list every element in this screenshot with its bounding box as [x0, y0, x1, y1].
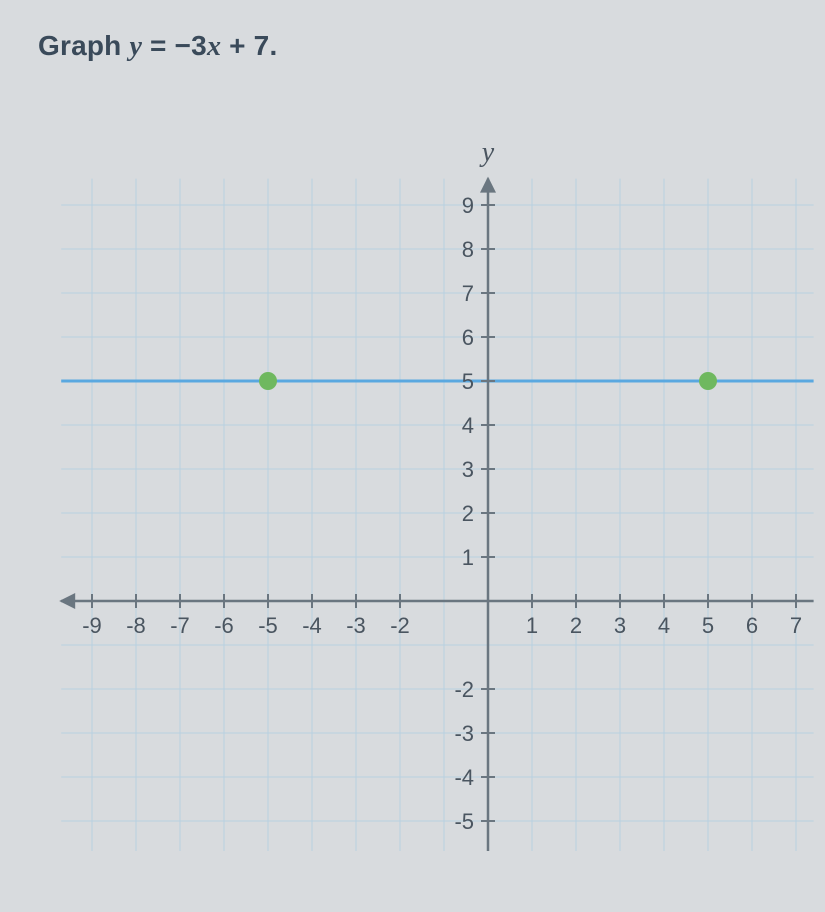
svg-text:4: 4: [658, 613, 670, 638]
svg-text:1: 1: [462, 545, 474, 570]
svg-text:-9: -9: [82, 613, 102, 638]
problem-prompt: Graph y = −3x + 7.: [38, 30, 805, 63]
svg-text:5: 5: [702, 613, 714, 638]
svg-text:3: 3: [614, 613, 626, 638]
prompt-suffix: .: [269, 30, 277, 61]
svg-text:-3: -3: [454, 721, 474, 746]
eq-equals: =: [142, 30, 175, 61]
eq-lhs: y: [129, 31, 142, 62]
svg-text:-7: -7: [170, 613, 190, 638]
svg-text:-5: -5: [454, 809, 474, 834]
svg-text:7: 7: [462, 281, 474, 306]
coordinate-graph[interactable]: y -9 -8 -7 -6 -5 -4 -3 -2 1 2 3 4 5 6 7 1 2 3 4 5 6 7 8 9 -2 -3 -4…: [38, 91, 818, 851]
svg-text:-8: -8: [126, 613, 146, 638]
svg-text:-3: -3: [346, 613, 366, 638]
svg-text:-5: -5: [258, 613, 278, 638]
svg-text:-2: -2: [390, 613, 410, 638]
svg-text:2: 2: [570, 613, 582, 638]
svg-text:-6: -6: [214, 613, 234, 638]
svg-text:-4: -4: [302, 613, 322, 638]
graph-svg[interactable]: -9 -8 -7 -6 -5 -4 -3 -2 1 2 3 4 5 6 7 1 2 3 4 5 6 7 8 9 -2 -3 -4 -5…: [38, 91, 818, 851]
page: Graph y = −3x + 7. y -9-8-7-6-5-4-3-2123…: [0, 0, 825, 912]
prompt-prefix: Graph: [38, 30, 129, 61]
svg-text:-2: -2: [454, 677, 474, 702]
eq-plus: + 7: [221, 30, 269, 61]
svg-text:6: 6: [746, 613, 758, 638]
eq-var: x: [207, 31, 221, 62]
svg-text:6: 6: [462, 325, 474, 350]
svg-text:1: 1: [526, 613, 538, 638]
eq-minus: −: [175, 30, 192, 61]
svg-text:2: 2: [462, 501, 474, 526]
svg-text:8: 8: [462, 237, 474, 262]
svg-text:4: 4: [462, 413, 474, 438]
svg-text:5: 5: [462, 369, 474, 394]
eq-coeff: 3: [191, 30, 207, 61]
svg-text:7: 7: [790, 613, 802, 638]
y-axis-label: y: [482, 137, 494, 169]
svg-text:9: 9: [462, 193, 474, 218]
svg-text:-4: -4: [454, 765, 474, 790]
svg-text:3: 3: [462, 457, 474, 482]
